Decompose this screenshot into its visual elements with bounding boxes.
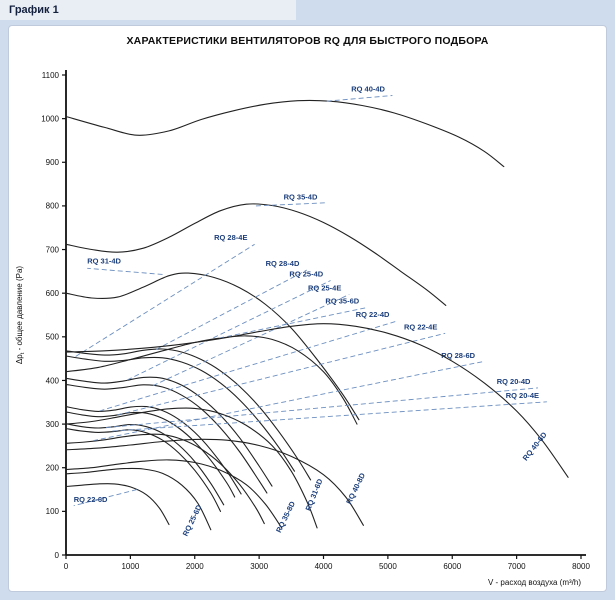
graph-number-label: График 1 — [0, 0, 296, 20]
curve-rq-40-4d — [65, 99, 505, 168]
leader-rq-35-4d — [255, 202, 325, 207]
curve-rq-35-4d — [65, 203, 447, 306]
x-tick-label: 1000 — [121, 562, 139, 571]
label-rq-28-4d: RQ 28-4D — [266, 259, 300, 268]
curve-rq-20-4d — [65, 423, 225, 506]
curve-rq-22-6d — [65, 483, 170, 526]
leader-rq-31-4d — [87, 267, 163, 275]
y-tick-label: 0 — [55, 551, 60, 560]
y-tick-label: 500 — [46, 333, 60, 342]
chart-title: ХАРАКТЕРИСТИКИ ВЕНТИЛЯТОРОВ RQ ДЛЯ БЫСТР… — [126, 35, 489, 47]
label-rq-35-8d: RQ 35-8D — [274, 499, 297, 534]
y-tick-label: 900 — [46, 158, 60, 167]
label-rq-25-4e: RQ 25-4E — [308, 284, 341, 293]
curve-rq-28-4d — [65, 348, 312, 481]
leader-rq-22-6d — [73, 489, 137, 507]
y-tick-label: 600 — [46, 289, 60, 298]
x-tick-label: 3000 — [250, 562, 268, 571]
y-tick-label: 400 — [46, 376, 60, 385]
x-tick-label: 6000 — [443, 562, 461, 571]
curve-rq-25-4d — [65, 376, 273, 487]
curve-rq-31-6d — [65, 407, 318, 529]
curve-rq-40-6d — [65, 323, 569, 478]
fan-curves-chart: 0 100 200 300 400 500 600 700 800 900 1000 1100 0 100… — [15, 70, 590, 587]
y-tick-label: 700 — [46, 245, 60, 254]
label-rq-28-6d: RQ 28-6D — [441, 351, 475, 360]
label-rq-40-8d: RQ 40-8D — [344, 471, 367, 506]
x-tick-label: 2000 — [186, 562, 204, 571]
curve-rq-25-4e — [65, 383, 268, 494]
leader-rq-40-4d — [326, 95, 393, 102]
leader-rq-25-4d — [126, 280, 331, 381]
leader-rq-28-4d — [155, 269, 307, 350]
y-tick-label: 300 — [46, 420, 60, 429]
label-rq-25-4d: RQ 25-4D — [289, 270, 323, 279]
y-tick-label: 200 — [46, 464, 60, 473]
x-tick-label: 5000 — [379, 562, 397, 571]
leader-rq-35-6d — [219, 307, 367, 339]
label-rq-20-4d: RQ 20-4D — [497, 377, 531, 386]
y-tick-label: 1100 — [42, 71, 60, 80]
y-tick-label: 1000 — [41, 114, 59, 123]
label-rq-20-4e: RQ 20-4E — [506, 391, 539, 400]
curve-rq-22-4e — [65, 411, 236, 498]
x-axis-title: V - расход воздуха (m³/h) — [488, 578, 581, 587]
label-rq-22-4e: RQ 22-4E — [404, 322, 437, 331]
leader-rq-28-4e — [75, 243, 255, 357]
curve-rq-25-6d — [65, 467, 212, 531]
graph-number-text: График 1 — [9, 4, 59, 16]
leader-rq-22-4d — [99, 320, 398, 412]
label-rq-35-6d: RQ 35-6D — [325, 297, 359, 306]
x-tick-label: 8000 — [572, 562, 590, 571]
y-axis-title: Δpt - общее давление (Pa) — [15, 266, 26, 364]
x-tick-label: 4000 — [315, 562, 333, 571]
curve-rq-20-4e — [65, 427, 222, 512]
label-rq-28-4e: RQ 28-4E — [214, 233, 247, 242]
y-tick-label: 800 — [46, 202, 60, 211]
y-tick-label: 100 — [46, 507, 60, 516]
curve-rq-35-8d — [65, 459, 283, 529]
curve-rq-31-4d — [65, 272, 360, 421]
label-rq-25-6d: RQ 25-6D — [181, 503, 204, 538]
leader-rq-22-4e — [117, 332, 446, 416]
leader-rq-25-4e — [152, 294, 350, 387]
label-rq-35-4d: RQ 35-4D — [284, 192, 318, 201]
leader-rq-20-4d — [105, 387, 538, 429]
label-rq-31-6d: RQ 31-6D — [304, 477, 325, 512]
chart-panel: ХАРАКТЕРИСТИКИ ВЕНТИЛЯТОРОВ RQ ДЛЯ БЫСТР… — [8, 25, 607, 592]
x-tick-label: 0 — [64, 562, 69, 571]
x-tick-label: 7000 — [508, 562, 526, 571]
curve-rq-22-4d — [65, 405, 242, 495]
leader-rq-20-4e — [112, 401, 547, 432]
label-rq-22-4d: RQ 22-4D — [356, 310, 390, 319]
curve-rq-40-8d — [65, 438, 364, 526]
curve-rq-28-6d — [65, 433, 265, 525]
label-rq-22-6d: RQ 22-6D — [74, 495, 108, 504]
label-rq-40-4d: RQ 40-4D — [351, 85, 385, 94]
leader-rq-28-6d — [92, 361, 483, 442]
label-rq-31-4d: RQ 31-4D — [87, 257, 121, 266]
label-rq-40-6d: RQ 40-6D — [521, 430, 549, 463]
